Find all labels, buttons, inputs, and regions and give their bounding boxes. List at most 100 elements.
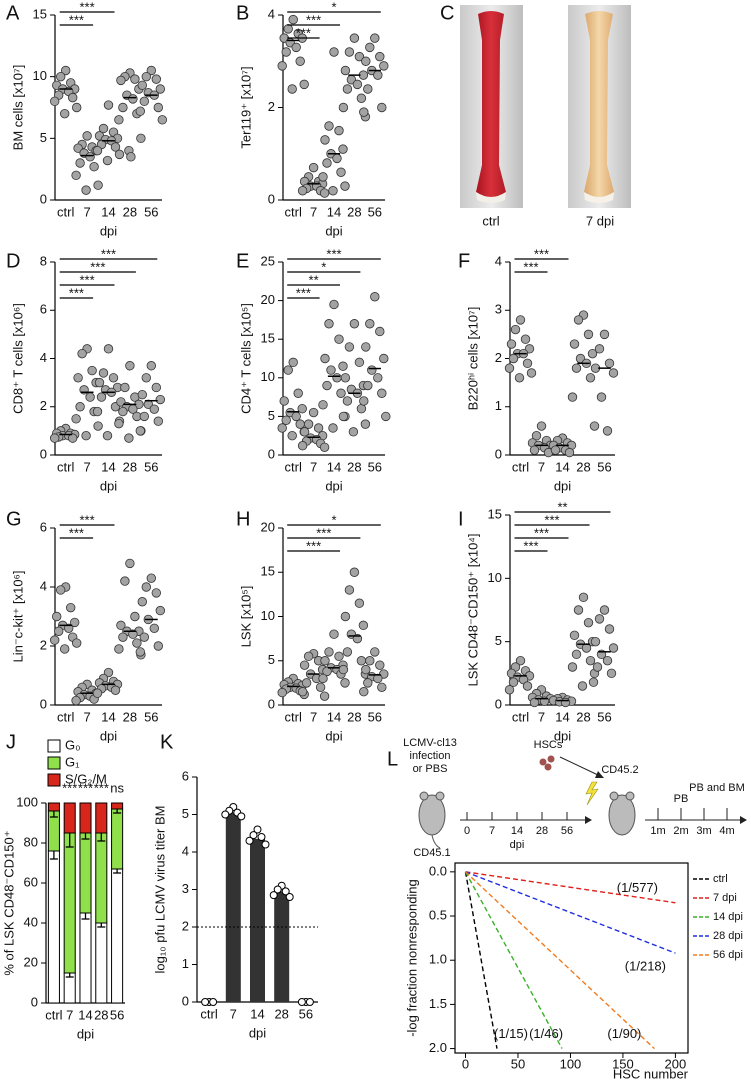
significance-label: *** — [306, 538, 321, 553]
dot — [75, 158, 85, 168]
dot — [550, 445, 561, 455]
dot — [375, 660, 385, 670]
panel-letter: K — [160, 731, 174, 753]
line-series — [464, 871, 498, 1049]
dot — [287, 84, 297, 94]
schematic-text: HSCs — [534, 739, 563, 751]
dot — [329, 299, 339, 310]
x-axis-label: dpi — [325, 223, 342, 238]
bar-segment — [47, 802, 60, 812]
timeline-label: 56 — [561, 825, 573, 837]
y-tick-label: 2 — [268, 99, 275, 114]
bar-segment — [95, 832, 108, 924]
x-tick-label: 7 — [310, 709, 317, 724]
dot — [287, 431, 297, 441]
dot — [319, 691, 330, 701]
dot — [520, 334, 531, 344]
x-axis-label: dpi — [325, 728, 342, 743]
dot — [564, 447, 575, 458]
significance-label: *** — [62, 780, 77, 795]
line-label: (1/90) — [607, 1026, 641, 1041]
dot — [588, 677, 599, 687]
dot — [52, 611, 62, 622]
dot — [153, 416, 164, 426]
dot — [209, 998, 218, 1006]
significance-label: * — [331, 512, 336, 527]
y-tick-label: 2.0 — [429, 1040, 447, 1055]
dot — [322, 666, 332, 677]
dot — [283, 24, 293, 34]
dot — [594, 344, 605, 354]
dot — [583, 329, 594, 340]
significance-label: ** — [557, 499, 567, 514]
x-tick-label: 14 — [101, 709, 115, 724]
dot — [281, 887, 290, 896]
dot — [363, 678, 373, 688]
y-tick-label: 4 — [40, 350, 47, 365]
dot — [291, 42, 301, 53]
legend-swatch — [47, 739, 61, 753]
dot — [522, 681, 533, 691]
y-tick-label: 4 — [495, 253, 502, 268]
x-tick-label: ctrl — [57, 204, 74, 219]
y-tick-label: 0.5 — [429, 907, 447, 922]
dot — [320, 135, 330, 145]
y-tick-label: 25 — [261, 253, 275, 268]
dot — [71, 695, 81, 706]
panel-letter: L — [387, 748, 398, 770]
dot — [295, 56, 305, 66]
x-tick-label: 56 — [144, 709, 158, 724]
dot — [118, 632, 128, 642]
x-tick-label: 56 — [110, 1007, 124, 1022]
dot — [313, 423, 324, 433]
dot — [356, 93, 367, 103]
y-tick-label: 20 — [261, 292, 275, 307]
bar-segment — [111, 868, 124, 1004]
x-tick-label: 56 — [368, 459, 382, 474]
dot — [301, 678, 312, 688]
y-tick-label: 80 — [24, 834, 38, 849]
line-series — [465, 871, 676, 904]
dot — [151, 382, 162, 393]
dot — [373, 70, 383, 80]
mouse-icon — [418, 791, 446, 849]
y-tick-label: 2 — [182, 918, 189, 933]
schematic-text: or PBS — [413, 763, 448, 775]
significance-label: *** — [296, 285, 311, 300]
dot — [116, 620, 126, 631]
dot — [359, 396, 369, 406]
x-tick-label: 28 — [123, 204, 137, 219]
dot — [249, 831, 258, 840]
dot — [365, 656, 375, 666]
x-tick-label: 28 — [347, 204, 361, 219]
bar-segment — [111, 808, 124, 870]
dot — [56, 585, 66, 595]
dot — [98, 123, 109, 134]
dot — [261, 840, 270, 849]
y-tick-label: 0 — [268, 191, 275, 206]
x-tick-label: 56 — [144, 459, 158, 474]
dot — [110, 142, 121, 152]
dot — [299, 427, 310, 437]
dot — [297, 186, 308, 196]
dot — [361, 342, 371, 352]
legend-label: 28 dpi — [713, 930, 743, 942]
dot — [135, 647, 146, 657]
timeline-label: 7 — [489, 825, 495, 837]
x-tick-label: 28 — [274, 1006, 288, 1021]
y-tick-label: 8 — [40, 253, 47, 268]
y-tick-label: 0 — [495, 446, 502, 461]
dot — [375, 326, 385, 337]
y-axis-label: CD8⁺ T cells [x10⁶] — [10, 303, 25, 414]
x-tick-label: 56 — [299, 1006, 313, 1021]
dot — [103, 344, 114, 354]
dot — [303, 419, 314, 429]
x-tick-label: 7 — [310, 204, 317, 219]
dot — [332, 373, 342, 383]
dot — [377, 102, 387, 113]
legend-swatch — [47, 773, 61, 787]
y-axis-label: BM cells [x10⁷] — [10, 65, 25, 151]
y-tick-label: 10 — [261, 608, 275, 623]
dot — [324, 319, 334, 329]
dot — [340, 373, 351, 383]
